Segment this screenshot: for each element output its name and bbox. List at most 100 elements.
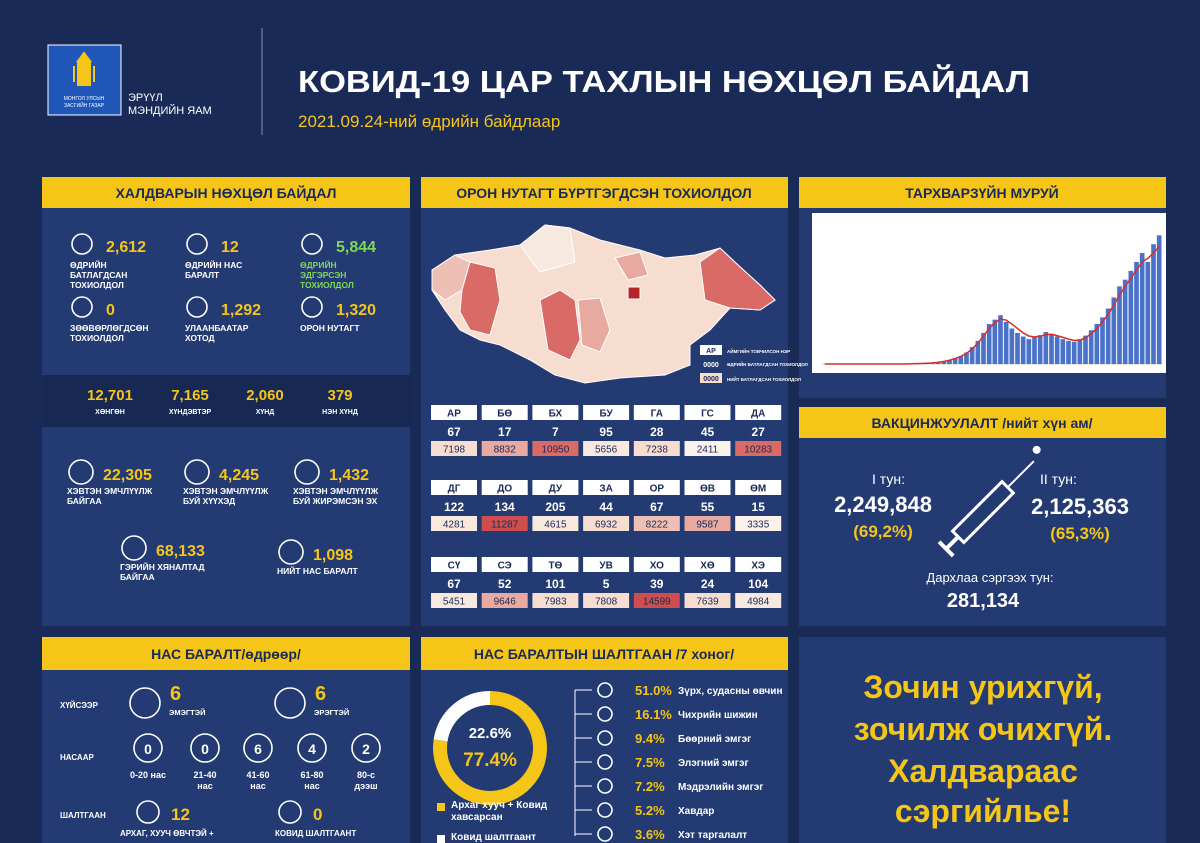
panel-title: НАС БАРАЛТЫН ШАЛТГААН /7 хоног/ — [474, 646, 734, 662]
icon — [301, 233, 323, 255]
bar — [1043, 332, 1049, 364]
province-total: 7198 — [443, 445, 466, 456]
stat-label: ТОХИОЛДОЛ — [70, 280, 124, 290]
legend-item: Ковид шалтгаант — [451, 832, 537, 843]
icon — [297, 733, 327, 763]
booster-label: Дархлаа сэргээх тун: — [926, 570, 1053, 585]
trend-line — [824, 245, 1160, 365]
bar — [935, 362, 941, 364]
bar — [1037, 335, 1043, 364]
stat-value: 1,320 — [336, 302, 376, 319]
donut-label: 77.4% — [463, 750, 517, 771]
icon — [121, 535, 147, 561]
total-cell — [633, 441, 680, 456]
stat-value: 1,432 — [329, 467, 369, 484]
donut-slice — [433, 691, 547, 805]
total-cell — [633, 516, 680, 531]
panel-title: ТАРХВАРЗҮЙН МУРУЙ — [905, 184, 1059, 201]
slogan-line: Зочин урихгүй, — [863, 669, 1102, 705]
total-cell — [583, 593, 630, 608]
map-region — [699, 247, 776, 311]
age-value: 0 — [201, 741, 209, 757]
code-cell — [684, 405, 731, 420]
bar — [1071, 341, 1077, 364]
dose-label: II тун: — [1040, 471, 1077, 487]
icon — [68, 459, 94, 485]
map-region — [459, 261, 501, 336]
stat-label: ТОХИОЛДОЛ — [300, 280, 354, 290]
panel — [799, 438, 1166, 626]
slogan-line: зочилж очихгүй. — [854, 711, 1113, 747]
legend-label: Архаг хууч + Ковид хавсарсан — [451, 800, 548, 823]
province-total: 10283 — [744, 445, 772, 456]
province-code: ДУ — [549, 484, 563, 495]
age-label: 41-60 — [246, 770, 269, 780]
province-daily: 134 — [495, 500, 515, 514]
code-cell — [633, 480, 680, 495]
stat-label: ОРОН НУТАГТ — [300, 323, 360, 333]
province-code: ДГ — [448, 484, 461, 495]
legend-label: Ковид шалтгаант — [451, 832, 537, 843]
bar — [1026, 339, 1032, 364]
panel-header — [799, 407, 1166, 438]
panel — [42, 670, 410, 843]
bar — [1088, 330, 1094, 364]
bar — [1060, 339, 1066, 364]
province-code: БӨ — [497, 409, 512, 420]
stat-value: 0 — [106, 302, 115, 319]
province-total: 3335 — [747, 520, 770, 531]
code-cell — [735, 480, 782, 495]
panel — [799, 637, 1166, 843]
total-cell — [735, 593, 782, 608]
icon — [243, 733, 273, 763]
severity-value: 7,165 — [171, 387, 209, 404]
code-cell — [532, 405, 579, 420]
map-region — [627, 286, 641, 300]
stat-value: 1,098 — [313, 547, 353, 564]
code-cell — [481, 405, 528, 420]
province-daily: 104 — [748, 577, 768, 591]
dose-pct: (69,2%) — [853, 522, 913, 541]
stat-value: 4,245 — [219, 467, 259, 484]
bar — [1066, 340, 1071, 364]
province-code: ТӨ — [548, 561, 562, 572]
legend-text: ӨДРИЙН БАТЛАГДСАН ТОХИОЛДОЛ — [727, 360, 808, 367]
icon — [71, 233, 93, 255]
province-daily: 122 — [444, 500, 464, 514]
province-daily: 17 — [498, 425, 512, 439]
bar — [975, 340, 981, 364]
severity-value: 12,701 — [87, 387, 133, 404]
panel-title: ХАЛДВАРЫН НӨХЦӨЛ БАЙДАЛ — [116, 184, 337, 201]
age-label: нас — [304, 781, 319, 791]
province-total: 6932 — [595, 520, 618, 531]
severity-value: 2,060 — [246, 387, 284, 404]
icon — [71, 296, 93, 318]
stat-label: БАРАЛТ — [185, 270, 220, 280]
total-cell — [481, 593, 528, 608]
total-cell — [532, 441, 579, 456]
severity-value: 379 — [327, 387, 352, 404]
panel-header — [421, 177, 788, 208]
province-code: ГС — [701, 409, 714, 420]
bar — [964, 352, 969, 364]
icon — [184, 459, 210, 485]
code-cell — [431, 480, 477, 495]
bar — [1156, 235, 1162, 364]
total-cell — [583, 516, 630, 531]
subtitle: 2021.09.24-ний өдрийн байдлаар — [298, 112, 560, 131]
province-daily: 44 — [599, 500, 613, 514]
code-cell — [431, 557, 477, 572]
dose-pct: (65,3%) — [1050, 524, 1110, 543]
province-total: 7639 — [696, 597, 719, 608]
icon — [597, 706, 613, 722]
total-cell — [684, 516, 731, 531]
legend-box — [700, 345, 722, 355]
icon — [597, 778, 613, 794]
total-cell — [532, 516, 579, 531]
code-cell — [532, 557, 579, 572]
stat-value: 5,844 — [336, 239, 376, 256]
severity-label: ХҮНД — [256, 409, 275, 416]
cause-name: Хэт таргалалт — [678, 830, 747, 841]
stat-label: ХОТОД — [185, 333, 215, 343]
